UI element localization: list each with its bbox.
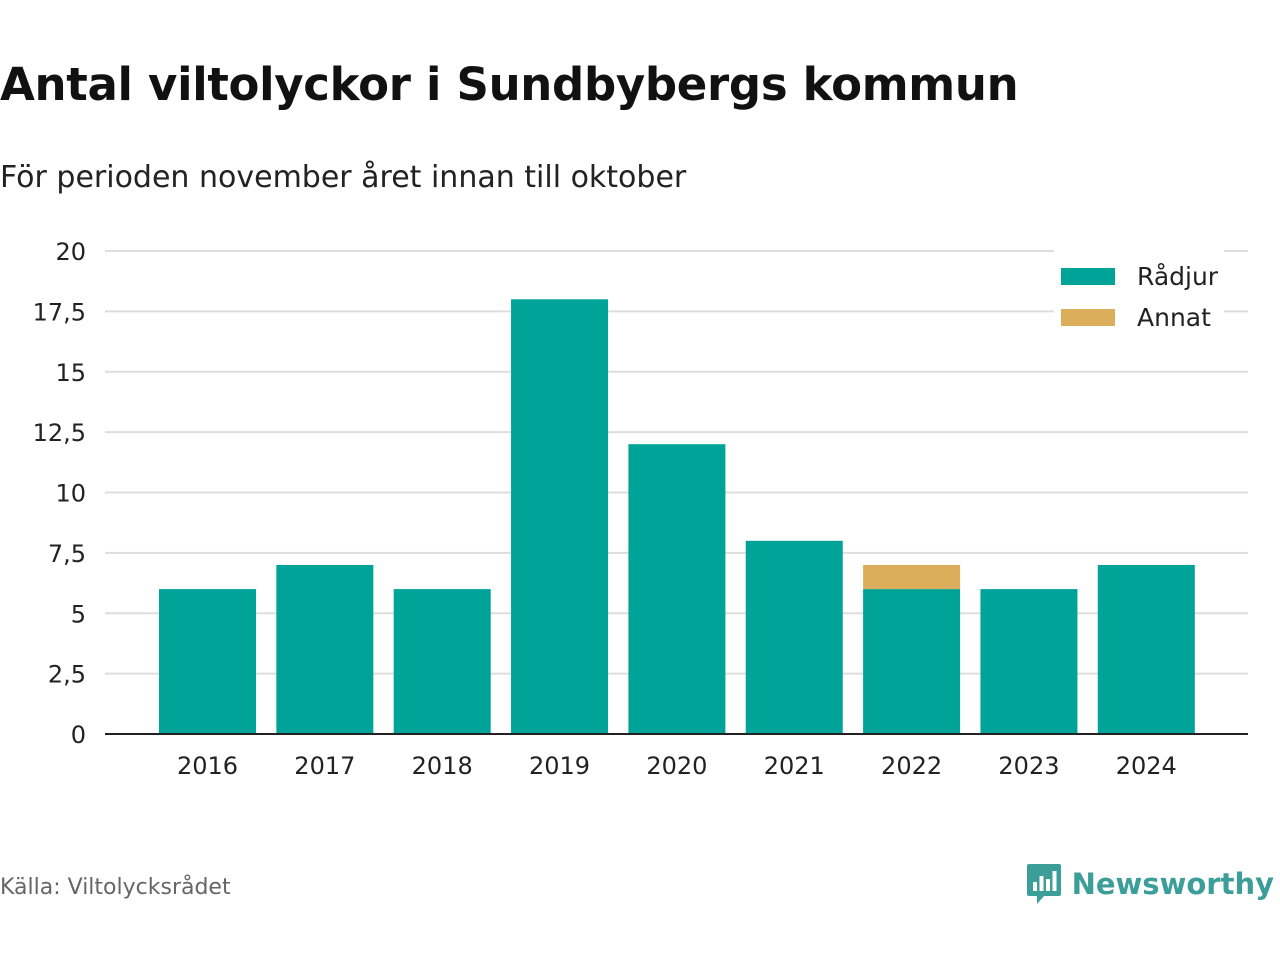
chart-subtitle: För perioden november året innan till ok… xyxy=(0,160,687,195)
bar-rådjur-2018 xyxy=(393,589,491,734)
x-tick-label: 2018 xyxy=(412,752,473,780)
source-note: Källa: Viltolycksrådet xyxy=(0,875,231,900)
x-tick-label: 2016 xyxy=(177,752,238,780)
chart-title: Antal viltolyckor i Sundbybergs kommun xyxy=(0,58,1019,111)
bar-rådjur-2019 xyxy=(511,299,609,734)
brand-logo: Newsworthy xyxy=(1026,862,1274,906)
bar-rådjur-2016 xyxy=(159,589,256,734)
bar-rådjur-2024 xyxy=(1097,564,1195,734)
y-tick-label: 17,5 xyxy=(33,298,86,326)
x-axis-ticks: 2016 2017 2018 2019 2020 2021 2022 2023 2024 xyxy=(177,752,1177,780)
legend: Rådjur Annat xyxy=(1054,250,1224,340)
x-tick-label: 2021 xyxy=(764,752,825,780)
y-tick-label: 12,5 xyxy=(33,419,86,447)
brand-name: Newsworthy xyxy=(1071,867,1274,901)
bar-rådjur-2020 xyxy=(628,444,726,734)
y-axis-ticks: 0 2,5 5 7,5 10 12,5 15 17,5 20 xyxy=(33,238,86,749)
y-tick-label: 2,5 xyxy=(48,661,86,689)
legend-label: Rådjur xyxy=(1137,262,1219,291)
x-tick-label: 2023 xyxy=(998,752,1059,780)
x-tick-label: 2019 xyxy=(529,752,590,780)
x-tick-label: 2022 xyxy=(881,752,942,780)
legend-label: Annat xyxy=(1137,303,1211,332)
bar-rådjur-2022 xyxy=(863,589,961,734)
x-tick-label: 2020 xyxy=(646,752,707,780)
x-tick-label: 2024 xyxy=(1116,752,1177,780)
y-tick-label: 5 xyxy=(71,600,86,628)
y-tick-label: 10 xyxy=(55,480,86,508)
bar-rådjur-2021 xyxy=(745,540,843,734)
legend-swatch xyxy=(1061,309,1115,326)
y-tick-label: 20 xyxy=(55,238,86,266)
bars xyxy=(159,299,1195,734)
x-tick-label: 2017 xyxy=(294,752,355,780)
y-tick-label: 7,5 xyxy=(48,540,86,568)
bar-rådjur-2023 xyxy=(980,589,1078,734)
legend-swatch xyxy=(1061,268,1115,285)
newsworthy-logo-icon xyxy=(1026,864,1061,904)
y-tick-label: 0 xyxy=(71,721,86,749)
bar-rådjur-2017 xyxy=(276,564,374,734)
bar-annat-2022 xyxy=(863,564,961,590)
y-tick-label: 15 xyxy=(55,359,86,387)
